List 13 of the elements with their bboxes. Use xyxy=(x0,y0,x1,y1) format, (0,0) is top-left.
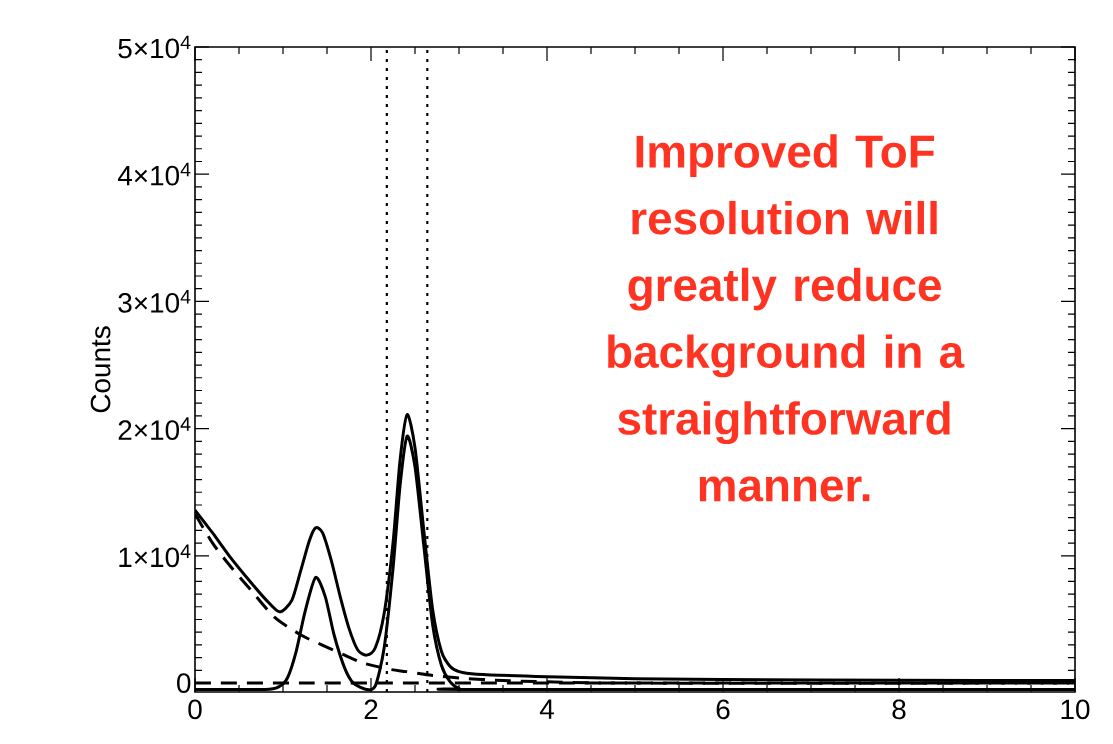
x-tick-label: 8 xyxy=(892,699,906,720)
y-tick-label: 0 xyxy=(177,673,191,693)
x-tick-label: 10 xyxy=(1061,699,1090,720)
annotation: Improved ToF resolution will greatly reduce background in a straightforward manner. xyxy=(608,134,965,502)
y-tick-label: 4×10$^{4}$ xyxy=(117,162,191,186)
x-tick-label: 4 xyxy=(539,699,554,719)
x-tick-label: 2 xyxy=(364,699,378,719)
y-tick-label: 5×10$^{4}$ xyxy=(118,35,191,59)
y-axis-title: Counts xyxy=(90,326,111,413)
x-tick-label: 6 xyxy=(716,699,730,720)
y-tick-label: 2×10$^{4}$ xyxy=(118,417,191,440)
y-tick-label: 3×10$^{4}$ xyxy=(118,290,191,313)
y-tick-label: 1×10$^{4}$ xyxy=(119,544,191,568)
